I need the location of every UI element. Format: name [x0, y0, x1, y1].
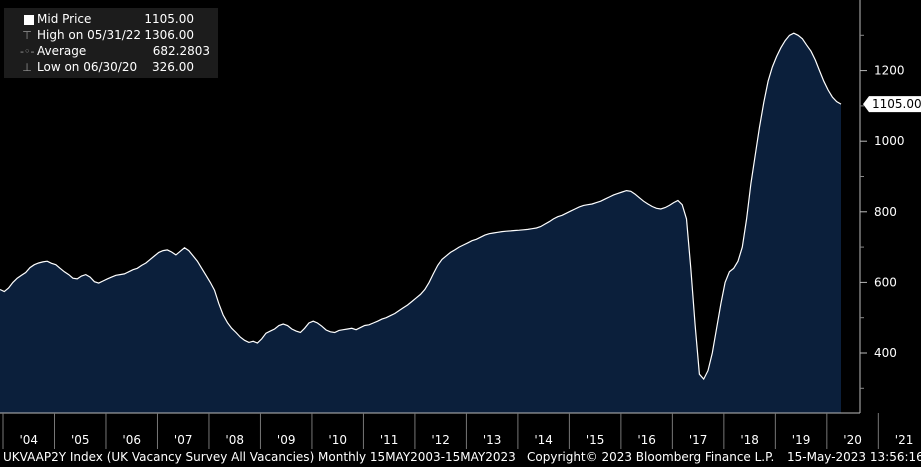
legend-high-label: High on 05/31/22: [37, 28, 142, 42]
x-tick-label: '15: [586, 433, 605, 447]
legend-mid-price-value: 1105.00: [144, 12, 194, 26]
x-tick-label: '14: [534, 433, 553, 447]
x-tick-label: '05: [71, 433, 90, 447]
x-axis: '04 '05 '06 '07 '08 '09 '10 '11 '12 '13 '14 '15 '16 '…: [0, 412, 914, 449]
legend-mid-price-label: Mid Price: [37, 12, 92, 26]
y-tick-label: 800: [874, 205, 897, 219]
x-tick-label: '07: [174, 433, 193, 447]
y-tick-label: 600: [874, 275, 897, 289]
series-line: [0, 32, 842, 381]
x-tick-label: '09: [277, 433, 296, 447]
legend-low-label: Low on 06/30/20: [37, 60, 138, 74]
legend-average-label: Average: [37, 44, 87, 58]
series-line-path: [0, 32, 842, 381]
footer-ticker: UKVAAP2Y Index (UK Vacancy Survey All Va…: [3, 450, 516, 464]
legend-row-mid-price: Mid Price 1105.00: [4, 12, 218, 28]
x-tick-label: '11: [380, 433, 399, 447]
y-tick-label: 400: [874, 346, 897, 360]
x-tick-label: '16: [637, 433, 656, 447]
last-value-box: [863, 96, 921, 113]
x-tick-label: '19: [792, 433, 811, 447]
y-tick-label: 1000: [874, 134, 905, 148]
average-marker-icon: -◦-: [20, 45, 35, 58]
x-tick-label: '20: [843, 433, 862, 447]
x-tick-label: '17: [689, 433, 708, 447]
legend-low-value: 326.00: [152, 60, 194, 74]
low-marker-icon: ⊥: [22, 61, 32, 74]
legend-row-low: ⊥ Low on 06/30/20 326.00: [4, 60, 218, 76]
y-tick-label: 1200: [874, 64, 905, 78]
x-tick-label: '10: [328, 433, 347, 447]
x-tick-label: '04: [19, 433, 38, 447]
x-tick-label: '13: [483, 433, 502, 447]
high-marker-icon: ⊤: [22, 29, 32, 42]
legend-average-value: 682.2803: [152, 44, 210, 58]
y-axis: 400 600 800 1000 1200 1105.00: [859, 0, 921, 413]
footer-copyright: Copyright© 2023 Bloomberg Finance L.P.: [527, 450, 775, 464]
x-tick-label: '18: [740, 433, 759, 447]
x-tick-label: '21: [895, 433, 914, 447]
mid-price-swatch-icon: [24, 15, 34, 25]
x-tick-label: '06: [122, 433, 141, 447]
footer-timestamp: 15-May-2023 13:56:16: [787, 450, 921, 464]
legend-row-high: ⊤ High on 05/31/22 1306.00: [4, 28, 218, 44]
x-tick-label: '12: [431, 433, 450, 447]
series-area: [0, 33, 841, 413]
legend-box: Mid Price 1105.00 ⊤ High on 05/31/22 130…: [4, 8, 218, 78]
legend-high-value: 1306.00: [144, 28, 194, 42]
footer-bar: UKVAAP2Y Index (UK Vacancy Survey All Va…: [0, 449, 921, 467]
x-tick-label: '08: [225, 433, 244, 447]
last-value-label: 1105.00: [872, 97, 921, 111]
area-fill: [0, 33, 841, 413]
legend-row-average: -◦- Average 682.2803: [4, 44, 218, 60]
